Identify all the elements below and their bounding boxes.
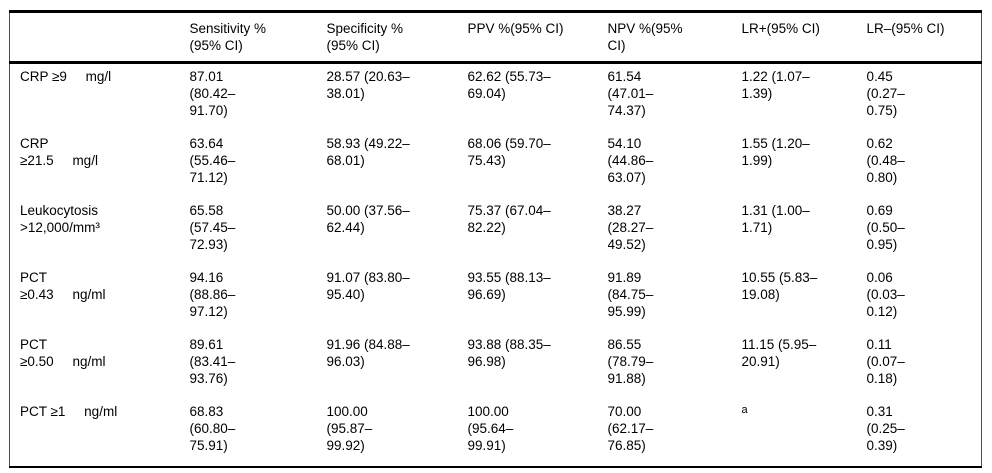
row-label-crp9: CRP ≥9 mg/l (20, 69, 112, 84)
cell-sensitivity: 63.64 (55.46– 71.12) (189, 136, 236, 185)
cell-lr-plus: 1.31 (1.00– 1.71) (741, 203, 810, 235)
cell-ppv: 93.55 (88.13– 96.69) (467, 270, 551, 302)
cell-lr-plus: 11.15 (5.95– 20.91) (741, 337, 817, 369)
table-row-pct0-43: PCT ≥0.43 ng/ml 94.16 (88.86– 97.12) 91.… (10, 265, 982, 332)
table-row-crp9: CRP ≥9 mg/l 87.01 (80.42– 91.70) 28.57 (… (10, 63, 982, 132)
cell-specificity: 100.00 (95.87– 99.92) (326, 404, 373, 453)
row-label-pct0-43: PCT ≥0.43 ng/ml (20, 270, 106, 302)
table-row-leukocytosis: Leukocytosis >12,000/mm³ 65.58 (57.45– 7… (10, 198, 982, 265)
cell-lr-minus: 0.62 (0.48– 0.80) (866, 136, 905, 185)
header-blank (9, 11, 190, 64)
table-row-crp21-5: CRP ≥21.5 mg/l 63.64 (55.46– 71.12) 58.9… (10, 131, 982, 198)
cell-npv: 38.27 (28.27– 49.52) (607, 203, 654, 252)
cell-lr-minus: 0.31 (0.25– 0.39) (866, 404, 905, 453)
cell-sensitivity: 89.61 (83.41– 93.76) (189, 337, 236, 386)
header-specificity: Specificity % (95% CI) (326, 11, 468, 64)
cell-lr-plus: 1.55 (1.20– 1.99) (741, 136, 810, 168)
cell-specificity: 58.93 (49.22– 68.01) (326, 136, 410, 168)
header-sensitivity: Sensitivity % (95% CI) (189, 11, 327, 64)
table-header-row: Sensitivity % (95% CI) Specificity % (95… (9, 11, 982, 64)
header-lr-plus: LR+(95% CI) (741, 11, 867, 64)
cell-lr-plus-footnote-marker: a (741, 404, 748, 416)
cell-lr-minus: 0.45 (0.27– 0.75) (866, 69, 905, 118)
header-ppv: PPV %(95% CI) (467, 11, 608, 64)
header-npv: NPV %(95% CI) (607, 11, 742, 64)
cell-npv: 91.89 (84.75– 95.99) (607, 270, 654, 319)
row-label-pct1: PCT ≥1 ng/ml (20, 404, 118, 419)
cell-sensitivity: 68.83 (60.80– 75.91) (189, 404, 236, 453)
cell-ppv: 62.62 (55.73– 69.04) (467, 69, 551, 101)
row-label-pct0-50: PCT ≥0.50 ng/ml (20, 337, 106, 369)
cell-ppv: 68.06 (59.70– 75.43) (467, 136, 551, 168)
cell-npv: 54.10 (44.86– 63.07) (607, 136, 654, 185)
cell-lr-plus: 1.22 (1.07– 1.39) (741, 69, 810, 101)
cell-sensitivity: 87.01 (80.42– 91.70) (189, 69, 236, 118)
row-label-crp21-5: CRP ≥21.5 mg/l (20, 136, 98, 168)
cell-lr-minus: 0.06 (0.03– 0.12) (866, 270, 905, 319)
cell-sensitivity: 94.16 (88.86– 97.12) (189, 270, 236, 319)
cell-specificity: 91.07 (83.80– 95.40) (326, 270, 410, 302)
cell-specificity: 91.96 (84.88– 96.03) (326, 337, 410, 369)
header-lr-minus: LR–(95% CI) (866, 11, 982, 64)
cell-ppv: 100.00 (95.64– 99.91) (467, 404, 514, 453)
cell-ppv: 93.88 (88.35– 96.98) (467, 337, 551, 369)
cell-specificity: 50.00 (37.56– 62.44) (326, 203, 410, 235)
row-label-leukocytosis: Leukocytosis >12,000/mm³ (20, 203, 100, 235)
cell-lr-minus: 0.69 (0.50– 0.95) (866, 203, 905, 252)
cell-sensitivity: 65.58 (57.45– 72.93) (189, 203, 236, 252)
cell-npv: 70.00 (62.17– 76.85) (607, 404, 654, 453)
cell-npv: 61.54 (47.01– 74.37) (607, 69, 654, 118)
cell-specificity: 28.57 (20.63– 38.01) (326, 69, 410, 101)
table-row-pct0-50: PCT ≥0.50 ng/ml 89.61 (83.41– 93.76) 91.… (10, 332, 982, 399)
cell-lr-plus: 10.55 (5.83– 19.08) (741, 270, 818, 302)
cell-ppv: 75.37 (67.04– 82.22) (467, 203, 551, 235)
cell-lr-minus: 0.11 (0.07– 0.18) (866, 337, 905, 386)
table-row-pct1: PCT ≥1 ng/ml 68.83 (60.80– 75.91) 100.00… (10, 399, 982, 467)
diagnostic-accuracy-table: Sensitivity % (95% CI) Specificity % (95… (9, 10, 982, 468)
cell-npv: 86.55 (78.79– 91.88) (607, 337, 654, 386)
